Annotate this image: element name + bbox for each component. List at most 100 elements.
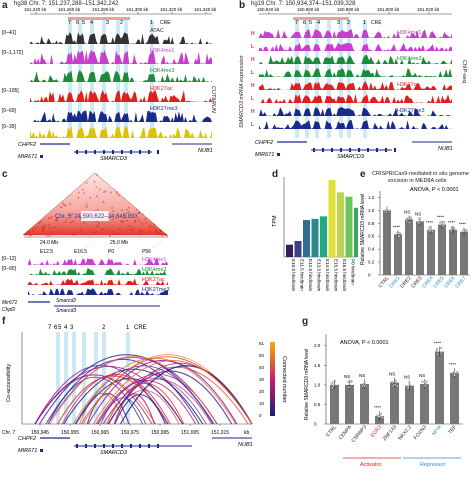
c-hic-pixel <box>161 234 164 237</box>
f-arc <box>34 365 168 425</box>
a-gene-mir <box>40 155 43 158</box>
e-point <box>397 235 400 238</box>
e-point <box>387 209 390 212</box>
d-bar <box>311 218 319 257</box>
g-point <box>405 385 408 388</box>
d-category-label: E10.5 hindbrain <box>291 259 296 292</box>
a-exon <box>112 150 114 154</box>
f-exon <box>103 444 105 448</box>
b-cre-highlight <box>347 20 351 138</box>
c-track-name: H3K4me3 <box>142 267 166 273</box>
g-ytick-label: 0 <box>314 422 317 427</box>
e-stat: ANOVA, P < 0.0001 <box>410 187 459 193</box>
g-point <box>435 347 439 350</box>
e-point <box>385 211 388 214</box>
f-arc <box>82 354 253 425</box>
b-cre-highlight <box>339 20 343 138</box>
e-point <box>409 216 412 219</box>
c-stage-link <box>151 240 163 250</box>
f-cre-highlight <box>72 332 76 424</box>
c-hic-pixel <box>104 190 107 193</box>
g-point <box>393 383 397 386</box>
a-exon <box>130 150 132 154</box>
b-gene-label-smarcd3: SMARCD3 <box>337 154 365 160</box>
c-hic-pixel <box>128 206 130 209</box>
c-hic-pixel <box>47 223 50 226</box>
f-arc <box>47 376 143 425</box>
g-significance: **** <box>374 405 381 410</box>
c-hic-pixel <box>97 222 100 225</box>
g-point <box>439 351 443 355</box>
e-significance: **** <box>459 222 466 227</box>
c-hic-pixel <box>103 191 105 194</box>
c-hic-pixel <box>143 218 146 220</box>
f-arc <box>63 368 204 425</box>
e-ylabel: Relative SMARCD3 mRNA level <box>360 194 366 265</box>
a-cre-marker: 6 <box>76 20 79 26</box>
g-point <box>347 380 350 383</box>
a-cre-marker: 4 <box>90 20 93 26</box>
e-category-label: CRE1 <box>388 275 401 289</box>
c-hic-pixel <box>122 221 124 223</box>
c-hic-pixel <box>69 214 72 216</box>
f-cre-marker: 6 <box>54 325 58 331</box>
c-hic-pixel <box>73 234 75 236</box>
g-category-label: CTRL <box>325 424 338 438</box>
panel-b-ylabel: SMARCD3 mRNA expression <box>239 55 245 128</box>
c-hic-pixel <box>24 233 27 236</box>
c-hic-pixel <box>133 227 135 230</box>
g-category-label: CSRNP3 <box>350 424 368 444</box>
b-track-name: H3K27me3 <box>397 108 425 114</box>
c-stage-link <box>49 240 61 250</box>
c-hic-pixel <box>121 220 124 222</box>
b-track-0 <box>259 29 452 38</box>
g-bar <box>330 384 339 424</box>
c-hic-pixel <box>164 232 166 235</box>
f-tick-label: 150,995 <box>151 430 169 436</box>
e-point <box>383 209 386 212</box>
a-track-name: H3K4me3 <box>150 68 174 74</box>
g-point <box>435 350 438 353</box>
a-track-3 <box>30 90 212 102</box>
panel-a-cutrun-label: CUT&RUN <box>210 86 216 113</box>
g-point <box>378 415 381 418</box>
panel-a-browser: 151,240 kb 151,260 kb 151,280 kb 151,300 kb… <box>2 7 217 162</box>
c-hic-pixel <box>40 221 43 223</box>
c-hic-pixel <box>164 234 167 236</box>
f-arc <box>34 365 184 425</box>
g-significance: NS <box>419 373 425 378</box>
panel-b-coord: hg19 Chr. 7: 150,934,374–151,039,328 <box>251 1 356 7</box>
c-hic-pixel <box>138 233 141 236</box>
c-hic-pixel <box>85 182 88 184</box>
f-exon <box>148 444 150 448</box>
b-cre-highlight <box>315 20 319 138</box>
c-hic-pixel <box>49 217 51 219</box>
a-cre-marker: 1 <box>150 20 153 26</box>
c-hic-pixel <box>128 211 130 213</box>
a-exon <box>157 150 159 154</box>
c-track-name: H3K4me1 <box>142 257 166 263</box>
c-hic-pixel <box>49 227 52 229</box>
c-hic-pixel <box>32 229 35 232</box>
c-hic-pixel <box>69 203 72 205</box>
e-point <box>408 221 411 224</box>
b-cre-highlight <box>295 20 299 138</box>
b-exon <box>394 148 396 152</box>
g-point <box>421 380 424 383</box>
e-bar <box>383 210 391 275</box>
c-hic-pixel <box>86 206 88 208</box>
c-hic-pixel <box>91 228 94 231</box>
c-stage-link <box>83 240 95 250</box>
f-gene-label-smarcd3: SMARCD3 <box>100 450 128 456</box>
e-point <box>441 224 445 227</box>
panel-d-chart: TPM E10.5 hindbrain E11.5 hindbrain E12.5 h… <box>272 177 358 292</box>
c-hic-pixel <box>97 209 99 211</box>
c-hic-pixel <box>42 230 44 232</box>
f-cre-highlight <box>126 332 130 424</box>
c-hic-pixel <box>85 203 88 206</box>
c-gene-label-smarcd2: Smarcd2 <box>56 298 76 304</box>
g-category-label: ZNF143 <box>382 424 398 442</box>
b-tick-label: 151,020 kb <box>417 7 440 12</box>
d-bar <box>337 192 344 257</box>
a-track-name: H3K4me1 <box>150 48 174 54</box>
